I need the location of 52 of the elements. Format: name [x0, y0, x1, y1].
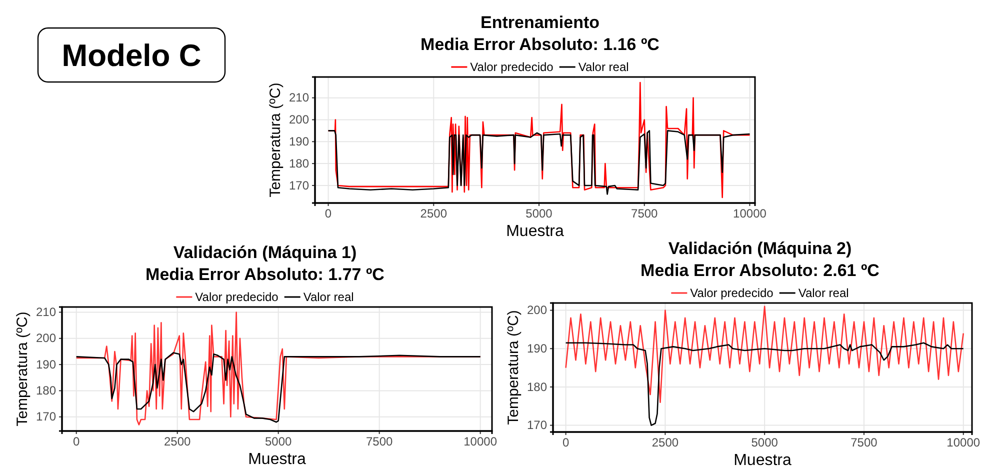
chart-subtitle: Media Error Absoluto: 1.77 ºC [146, 265, 384, 284]
y-axis-title: Temperatura (ºC) [505, 310, 522, 425]
chart-title: Validación (Máquina 2) [668, 239, 852, 258]
y-tick-label: 170 [36, 410, 56, 424]
line-series [76, 352, 481, 423]
y-tick-label: 180 [288, 156, 310, 170]
x-axis-title: Muestra [734, 452, 792, 467]
chart-title: Validación (Máquina 1) [173, 243, 357, 262]
legend-label: Valor predecido [195, 290, 279, 304]
y-tick-label: 210 [36, 305, 56, 320]
x-tick-label: 5000 [751, 436, 778, 450]
x-tick-label: 2500 [164, 434, 192, 449]
y-tick-label: 190 [288, 134, 310, 148]
chart-subtitle: Media Error Absoluto: 2.61 ºC [640, 261, 880, 280]
y-axis-title: Temperatura (ºC) [267, 82, 284, 198]
y-tick-label: 170 [526, 418, 548, 432]
x-axis-title: Muestra [248, 451, 306, 467]
y-tick-label: 190 [36, 357, 56, 372]
x-tick-label: 5000 [264, 434, 292, 449]
x-tick-label: 0 [562, 436, 570, 450]
legend-label: Valor real [798, 286, 849, 300]
x-tick-label: 5000 [526, 206, 553, 221]
x-tick-label: 10000 [733, 206, 767, 221]
y-tick-label: 180 [36, 384, 56, 398]
x-tick-label: 10000 [464, 434, 498, 449]
legend-label: Valor predecido [470, 60, 554, 74]
legend-label: Valor real [578, 60, 629, 74]
x-tick-label: 7500 [366, 434, 393, 449]
x-tick-label: 7500 [631, 206, 658, 221]
x-tick-label: 7500 [850, 436, 878, 450]
line-series [565, 342, 964, 426]
line-series [565, 306, 964, 403]
x-tick-label: 0 [324, 206, 332, 221]
x-axis-title: Muestra [506, 223, 564, 240]
chart-title: Entrenamiento [480, 13, 600, 32]
x-tick-label: 2500 [652, 436, 679, 450]
y-tick-label: 200 [526, 303, 548, 318]
legend-label: Valor real [303, 290, 354, 304]
y-tick-label: 200 [36, 331, 56, 346]
text: Modelo C [62, 38, 202, 73]
y-axis-title: Temperatura (ºC) [14, 312, 31, 426]
y-tick-label: 170 [288, 178, 310, 192]
y-tick-label: 180 [526, 380, 548, 394]
chart-subtitle: Media Error Absoluto: 1.16 ºC [420, 35, 660, 54]
x-tick-label: 0 [73, 434, 80, 449]
line-series [328, 130, 750, 195]
x-tick-label: 10000 [946, 436, 980, 450]
x-tick-label: 2500 [420, 206, 448, 221]
y-tick-label: 190 [526, 341, 548, 356]
y-tick-label: 200 [288, 112, 310, 127]
y-tick-label: 210 [288, 90, 310, 105]
legend-label: Valor predecido [690, 286, 774, 300]
